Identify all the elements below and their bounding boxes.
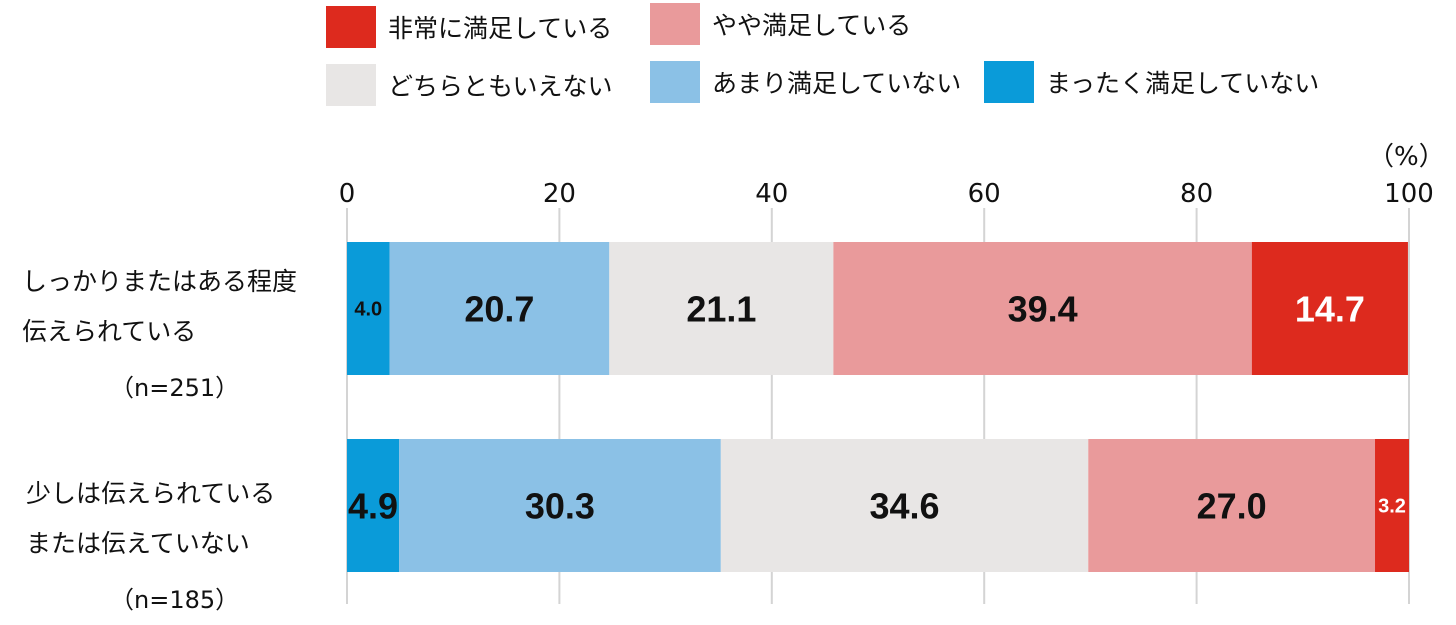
data-label-0-3: 39.4 bbox=[1008, 289, 1078, 330]
x-tick-label-40: 40 bbox=[755, 179, 788, 209]
x-tick-label-80: 80 bbox=[1180, 179, 1213, 209]
category-label-1-line-1: 少しは伝えられている bbox=[26, 479, 276, 508]
bar-segment-0-2 bbox=[609, 242, 834, 375]
legend-swatch-very-satisfied bbox=[326, 6, 376, 48]
data-label-0-4: 14.7 bbox=[1295, 289, 1365, 330]
bar-segment-1-1 bbox=[399, 439, 721, 572]
bar-segment-0-1 bbox=[389, 242, 610, 375]
data-label-1-1: 30.3 bbox=[525, 486, 595, 527]
category-label-0-line-2: 伝えられている bbox=[22, 317, 197, 346]
legend-label-neutral: どちらともいえない bbox=[388, 72, 613, 101]
x-tick-label-60: 60 bbox=[968, 179, 1001, 209]
data-label-1-2: 34.6 bbox=[870, 486, 940, 527]
legend-item-not-at-all-satisfied: まったく満足していない bbox=[984, 61, 1319, 103]
unit-label: （%） bbox=[1368, 142, 1445, 172]
legend-swatch-not-very-satisfied bbox=[650, 61, 700, 103]
data-label-0-2: 21.1 bbox=[686, 289, 756, 330]
category-label-0-line-1: しっかりまたはある程度 bbox=[22, 267, 298, 296]
bar-segment-0-3 bbox=[833, 242, 1252, 375]
bar-segment-1-3 bbox=[1088, 439, 1376, 572]
data-label-1-0: 4.9 bbox=[348, 486, 398, 527]
legend-swatch-not-at-all-satisfied bbox=[984, 61, 1034, 103]
bar-segment-0-0 bbox=[347, 242, 390, 375]
legend-swatch-neutral bbox=[326, 64, 376, 106]
x-tick-label-0: 0 bbox=[339, 179, 356, 209]
legend-label-very-satisfied: 非常に満足している bbox=[388, 14, 613, 43]
legend-item-neutral: どちらともいえない bbox=[326, 64, 613, 106]
legend-label-not-at-all-satisfied: まったく満足していない bbox=[1046, 69, 1320, 98]
legend-label-not-very-satisfied: あまり満足していない bbox=[712, 69, 962, 98]
data-label-1-3: 27.0 bbox=[1197, 486, 1267, 527]
legend-label-somewhat-satisfied: やや満足している bbox=[712, 11, 912, 40]
legend-item-somewhat-satisfied: やや満足している bbox=[650, 3, 911, 45]
x-tick-label-20: 20 bbox=[543, 179, 576, 209]
bar-segment-1-4 bbox=[1375, 439, 1409, 572]
data-label-1-4: 3.2 bbox=[1378, 496, 1406, 518]
category-n-0: （n=251） bbox=[110, 374, 240, 402]
legend-item-very-satisfied: 非常に満足している bbox=[326, 6, 612, 48]
legend-item-not-very-satisfied: あまり満足していない bbox=[650, 61, 961, 103]
category-n-1: （n=185） bbox=[110, 586, 240, 614]
x-tick-label-100: 100 bbox=[1384, 179, 1434, 209]
bar-segment-1-0 bbox=[347, 439, 400, 572]
bar-segment-1-2 bbox=[720, 439, 1089, 572]
data-label-0-1: 20.7 bbox=[464, 289, 534, 330]
category-label-1-line-2: または伝えていない bbox=[26, 529, 250, 558]
bar-segment-0-4 bbox=[1251, 242, 1408, 375]
data-label-0-0: 4.0 bbox=[354, 299, 382, 321]
legend-swatch-somewhat-satisfied bbox=[650, 3, 700, 45]
